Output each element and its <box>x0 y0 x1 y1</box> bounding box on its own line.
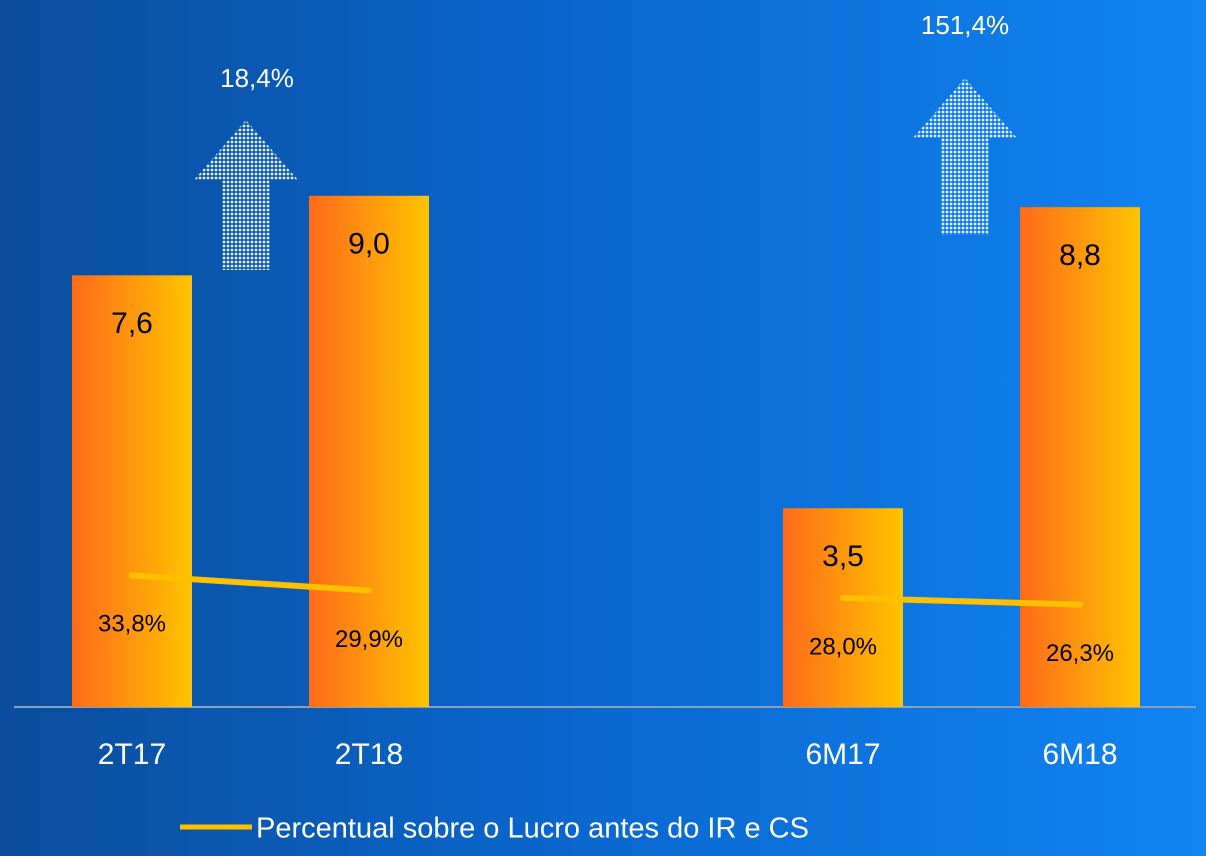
growth-arrow <box>913 78 1017 235</box>
bar-value-label: 7,6 <box>111 307 153 340</box>
growth-arrow <box>194 120 298 270</box>
x-tick-label: 6M18 <box>1042 738 1117 771</box>
bar <box>309 195 429 708</box>
line-value-label: 28,0% <box>809 633 877 660</box>
bar-value-label: 8,8 <box>1059 239 1101 272</box>
x-tick-label: 2T18 <box>335 738 403 771</box>
line <box>129 572 1083 608</box>
bar <box>783 508 903 707</box>
line-value-label: 29,9% <box>335 626 403 653</box>
line-value-label: 33,8% <box>98 611 166 638</box>
x-tick-label: 6M17 <box>805 738 880 771</box>
bar-value-label: 9,0 <box>348 228 390 261</box>
bar <box>1020 207 1140 707</box>
line-value-label: 26,3% <box>1046 640 1114 667</box>
annotation: 151,4% <box>921 10 1009 40</box>
bar-value-label: 3,5 <box>822 540 864 573</box>
legend-item: Percentual sobre o Lucro antes do IR e C… <box>180 813 809 845</box>
x-tick-label: 2T17 <box>98 738 166 771</box>
annotation: 18,4% <box>220 63 294 93</box>
bar <box>72 275 192 707</box>
legend-label: Percentual sobre o Lucro antes do IR e C… <box>256 813 809 845</box>
